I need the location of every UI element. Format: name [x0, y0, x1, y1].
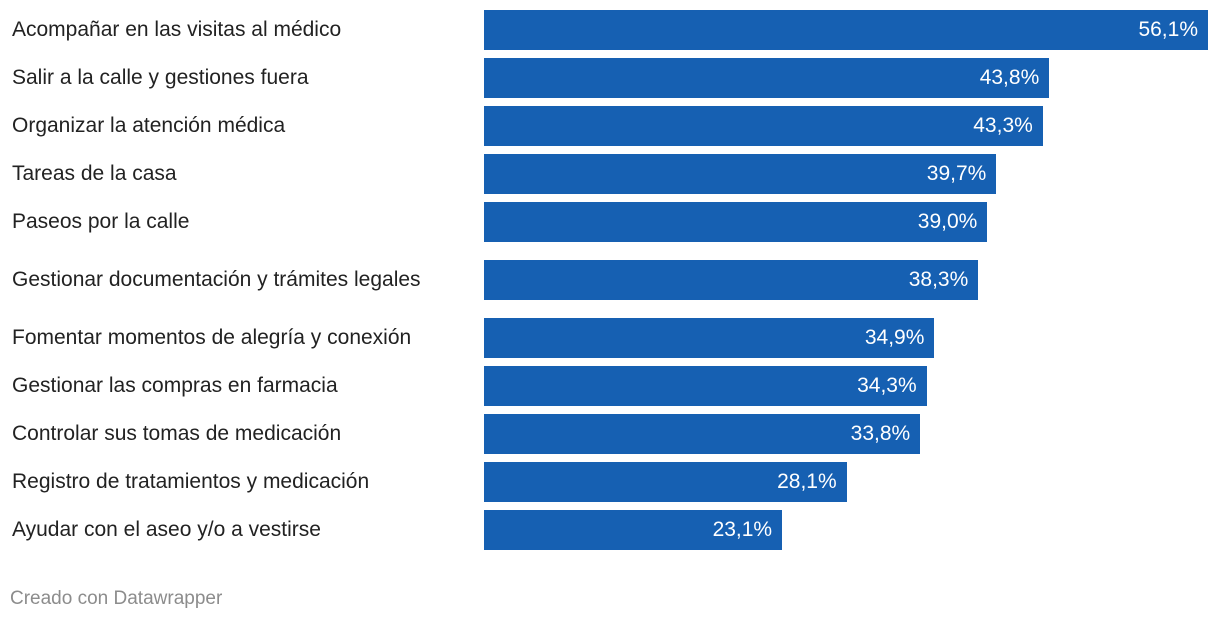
category-label: Salir a la calle y gestiones fuera — [12, 66, 309, 89]
bar-row: Organizar la atención médica 43,3% — [0, 106, 1220, 146]
value-label: 23,1% — [712, 518, 773, 541]
bar: 43,8% — [484, 58, 1050, 98]
bar-row: Acompañar en las visitas al médico 56,1% — [0, 10, 1220, 50]
bar: 39,0% — [484, 202, 988, 242]
bar: 34,3% — [484, 366, 927, 406]
category-label: Ayudar con el aseo y/o a vestirse — [12, 518, 321, 541]
bar: 33,8% — [484, 414, 921, 454]
category-label: Controlar sus tomas de medicación — [12, 422, 342, 445]
bar: 43,3% — [484, 106, 1043, 146]
value-label: 38,3% — [908, 268, 969, 291]
bar: 56,1% — [484, 10, 1208, 50]
bar-row: Paseos por la calle 39,0% — [0, 202, 1220, 242]
value-label: 39,7% — [926, 162, 987, 185]
bar-row: Gestionar documentación y trámites legal… — [0, 260, 1220, 300]
bar-chart: Acompañar en las visitas al médico 56,1% S… — [0, 10, 1220, 550]
bar: 38,3% — [484, 260, 979, 300]
category-label: Acompañar en las visitas al médico — [12, 18, 342, 41]
bar: 34,9% — [484, 318, 935, 358]
value-label: 34,9% — [864, 326, 925, 349]
bar-row: Controlar sus tomas de medicación 33,8% — [0, 414, 1220, 454]
bar-row: Fomentar momentos de alegría y conexión 3… — [0, 318, 1220, 358]
category-label: Paseos por la calle — [12, 210, 190, 233]
bar-row: Tareas de la casa 39,7% — [0, 154, 1220, 194]
category-label: Organizar la atención médica — [12, 114, 286, 137]
bar: 23,1% — [484, 510, 783, 550]
bar-row: Salir a la calle y gestiones fuera 43,8% — [0, 58, 1220, 98]
bar: 39,7% — [484, 154, 997, 194]
category-label: Gestionar documentación y trámites legal… — [12, 268, 421, 291]
value-label: 56,1% — [1138, 18, 1198, 41]
value-label: 33,8% — [850, 422, 911, 445]
bar-row: Ayudar con el aseo y/o a vestirse 23,1% — [0, 510, 1220, 550]
category-label: Tareas de la casa — [12, 162, 177, 185]
bar: 28,1% — [484, 462, 847, 502]
category-label: Fomentar momentos de alegría y conexión — [12, 326, 412, 349]
value-label: 28,1% — [777, 470, 837, 493]
value-label: 43,3% — [973, 114, 1033, 137]
datawrapper-credit: Creado con Datawrapper — [10, 588, 223, 609]
category-label: Registro de tratamientos y medicación — [12, 470, 370, 493]
value-label: 34,3% — [857, 374, 917, 397]
value-label: 43,8% — [979, 66, 1040, 89]
bar-row: Gestionar las compras en farmacia 34,3% — [0, 366, 1220, 406]
bar-row: Registro de tratamientos y medicación 28,… — [0, 462, 1220, 502]
value-label: 39,0% — [917, 210, 978, 233]
category-label: Gestionar las compras en farmacia — [12, 374, 338, 397]
